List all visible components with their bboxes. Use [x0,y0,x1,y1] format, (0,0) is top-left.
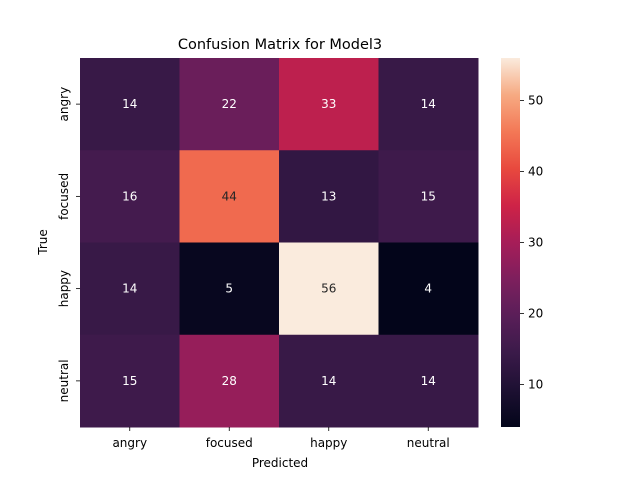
heatmap-cell [279,334,379,428]
heatmap-cell [179,334,280,428]
x-tick-label: happy [310,436,347,450]
colorbar-tick-label: 20 [528,306,543,320]
chart-title: Confusion Matrix for Model3 [178,37,382,53]
heatmap-cell [279,58,379,151]
cell-value-label: 14 [122,97,137,111]
x-tick-label: neutral [407,436,450,450]
colorbar-ticks: 10 20 30 40 50 [520,94,543,391]
x-axis-label: Predicted [252,456,308,470]
cell-value-label: 44 [222,189,237,203]
heatmap-cell [279,150,379,243]
cell-value-label: 14 [421,97,436,111]
cell-value-label: 56 [321,282,336,296]
cell-value-label: 13 [321,189,336,203]
cell-value-label: 15 [421,189,436,203]
cell-value-label: 15 [122,374,137,388]
y-axis-ticks: angry focused happy neutral [57,87,80,402]
colorbar-tick-label: 50 [528,94,543,108]
cell-value-label: 22 [222,97,237,111]
x-axis-ticks: angry focused happy neutral [112,427,450,450]
heatmap-cell [80,334,180,428]
heatmap-cell [179,58,280,151]
colorbar-tick-label: 30 [528,236,543,250]
cell-value-label: 14 [122,282,137,296]
y-axis-label: True [36,229,50,256]
y-tick-label: neutral [57,359,71,402]
colorbar-gradient [501,58,520,427]
cell-value-label: 14 [321,374,336,388]
heatmap-cell [378,242,479,336]
heatmap-cell [378,150,479,243]
heatmap-cell [179,242,280,336]
cell-value-label: 14 [421,374,436,388]
cell-value-label: 4 [424,282,432,296]
heatmap-cells: 14 22 33 14 16 44 13 15 14 5 56 4 15 28 14 14 [80,58,479,428]
cell-value-label: 5 [225,282,233,296]
cell-value-label: 33 [321,97,336,111]
heatmap-cell [378,334,479,428]
y-tick-label: happy [57,270,71,307]
heatmap-cell [279,242,379,336]
heatmap-cell [80,150,180,243]
colorbar-tick-label: 40 [528,165,543,179]
y-tick-label: angry [57,87,71,122]
x-tick-label: focused [206,436,253,450]
heatmap-cell [378,58,479,151]
x-tick-label: angry [112,436,147,450]
cell-value-label: 28 [222,374,237,388]
colorbar-tick-label: 10 [528,377,543,391]
heatmap-cell [80,242,180,336]
colorbar: 10 20 30 40 50 [501,58,543,427]
y-tick-label: focused [57,173,71,220]
cell-value-label: 16 [122,189,137,203]
heatmap-cell [80,58,180,151]
heatmap-cell [179,150,280,243]
